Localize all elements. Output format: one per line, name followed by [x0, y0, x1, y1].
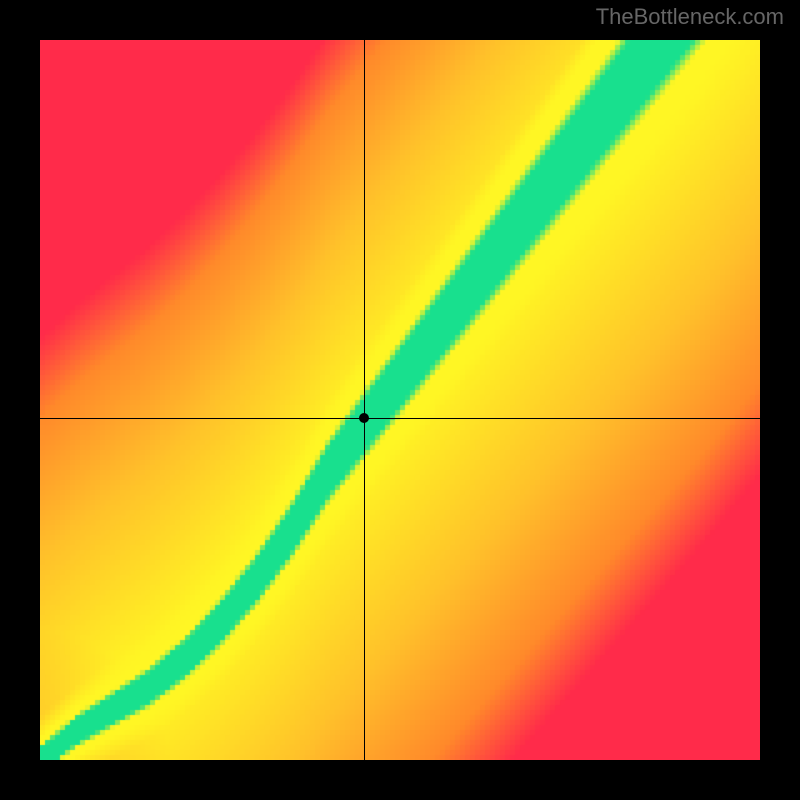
watermark-text: TheBottleneck.com: [596, 4, 784, 30]
heatmap-canvas: [40, 40, 760, 760]
crosshair-horizontal: [40, 418, 760, 419]
plot-area: [40, 40, 760, 760]
crosshair-marker: [359, 413, 369, 423]
crosshair-vertical: [364, 40, 365, 760]
chart-frame: TheBottleneck.com: [0, 0, 800, 800]
